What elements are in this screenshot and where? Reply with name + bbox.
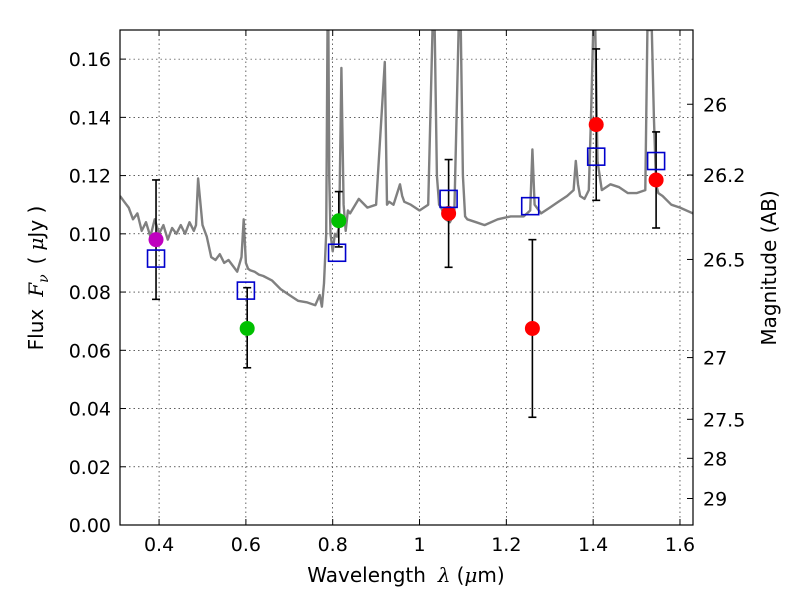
y-tick-label: 0.16 [69,49,111,71]
y-tick-label: 0.04 [69,399,111,421]
model-photometry-square [146,249,166,268]
x-tick-label: 0.8 [318,534,348,556]
y-axis-unit-mu: μ [24,238,48,251]
observed-flux-point [331,213,347,229]
y-axis-title: Flux Fν ( μJy ) [24,206,52,351]
y-axis-symbol: F [24,282,48,298]
y-tick-label: 0.14 [69,107,111,129]
model-photometry-square [520,196,540,216]
x-axis-symbol: λ [437,563,451,587]
observed-flux-point [239,320,255,336]
x-tick-label: 0.6 [231,534,261,556]
observed-flux-point [441,205,457,221]
y2-tick-label: 26.5 [703,249,745,271]
observed-flux-point [524,320,540,336]
model-photometry-markers [146,147,666,300]
y-tick-label: 0.02 [69,457,111,479]
y-tick-label: 0.10 [69,224,111,246]
y-tick-label: 0.08 [69,282,111,304]
x-axis-unit-mu: μ [464,563,477,587]
observed-flux-point [588,117,604,133]
y2-tick-label: 26 [703,94,727,116]
plot-frame [119,29,694,526]
observed-flux-point [148,232,164,248]
model-photometry-square [439,189,458,209]
y-axis-unit-rest: Jy ) [24,206,48,240]
y2-tick-label: 28 [703,448,727,470]
y-axis-label-text: Flux [24,309,48,351]
x-tick-label: 1.6 [665,534,695,556]
x-axis-title: Wavelength λ (μm) [307,563,504,587]
model-spectrum-line [120,30,693,308]
y-axis-symbol-subscript: ν [36,274,52,283]
y-axis-unit-open: ( [24,257,48,265]
x-axis-unit-rest: m) [477,563,504,587]
x-tick-label: 0.4 [144,534,174,556]
y2-tick-label: 27.5 [703,409,745,431]
y-tick-label: 0.00 [69,515,111,537]
y-tick-label: 0.12 [69,166,111,188]
model-photometry-square [327,243,347,263]
y2-tick-label: 29 [703,489,727,511]
model-spectrum-layer [120,30,693,308]
observed-flux-point [648,172,664,188]
x-axis-label-text: Wavelength [307,563,426,587]
y2-tick-label: 27 [703,348,727,370]
data-points [148,117,664,336]
x-tick-label: 1 [413,534,425,556]
x-tick-label: 1.4 [578,534,608,556]
y2-axis-title: Magnitude (AB) [757,190,781,345]
y-tick-label: 0.06 [69,340,111,362]
axis-ticks: 0.4 0.6 0.8 1 1.2 1.4 1.6 0.00 0.02 0.04 0.06 0.08 0… [69,30,745,556]
x-tick-label: 1.2 [491,534,521,556]
y2-tick-label: 26.2 [703,165,745,187]
x-axis-unit-open: ( [457,563,465,587]
model-photometry-square [586,147,606,166]
model-photometry-square [646,151,666,171]
model-photometry-square [236,281,256,300]
